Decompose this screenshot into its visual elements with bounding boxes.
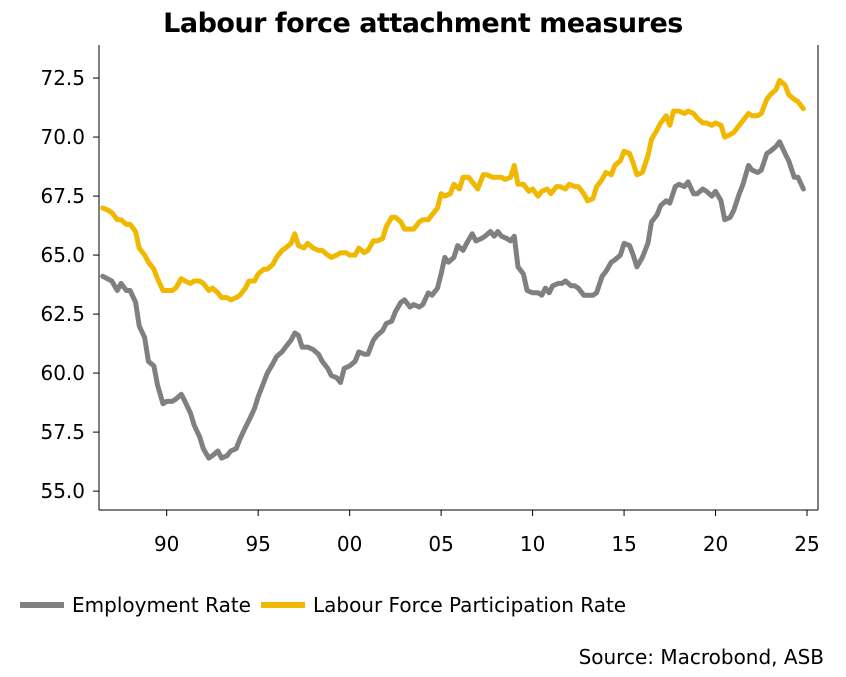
y-tick-label: 60.0 xyxy=(40,361,85,385)
x-tick-label: 15 xyxy=(611,532,636,556)
y-tick-label: 72.5 xyxy=(40,66,85,90)
x-tick-label: 05 xyxy=(428,532,453,556)
y-tick-label: 70.0 xyxy=(40,125,85,149)
series-line-labour-force-participation-rate xyxy=(100,77,806,303)
y-tick-label: 65.0 xyxy=(40,243,85,267)
chart-plot: 55.0 57.5 60.0 62.5 65.0 67.5 70.0 72.5 90 95 00 05… xyxy=(40,45,820,556)
y-tick-label: 55.0 xyxy=(40,479,85,503)
y-tick-label: 67.5 xyxy=(40,184,85,208)
x-tick-label: 25 xyxy=(794,532,819,556)
legend-item-participation-rate: Labour Force Participation Rate xyxy=(260,593,627,617)
chart-series-group xyxy=(100,77,806,461)
x-tick-label: 95 xyxy=(245,532,270,556)
legend-item-employment-rate: Employment Rate xyxy=(20,593,251,617)
series-line-employment-rate xyxy=(100,139,806,461)
x-tick-label: 20 xyxy=(703,532,728,556)
x-tick-label: 10 xyxy=(520,532,545,556)
source-note: Source: Macrobond, ASB xyxy=(578,645,824,669)
legend-swatch-participation-rate xyxy=(260,602,305,608)
chart-title: Labour force attachment measures xyxy=(163,8,683,39)
x-tick-label: 90 xyxy=(154,532,179,556)
chart-legend: Employment Rate Labour Force Participati… xyxy=(20,590,636,620)
chart-axes: 55.0 57.5 60.0 62.5 65.0 67.5 70.0 72.5 90 95 00 05… xyxy=(40,45,820,556)
y-tick-label: 62.5 xyxy=(40,302,85,326)
y-tick-label: 57.5 xyxy=(40,420,85,444)
legend-label-employment-rate: Employment Rate xyxy=(72,593,251,617)
legend-label-participation-rate: Labour Force Participation Rate xyxy=(312,593,627,617)
legend-swatch-employment-rate xyxy=(20,602,64,608)
x-tick-label: 00 xyxy=(337,532,362,556)
